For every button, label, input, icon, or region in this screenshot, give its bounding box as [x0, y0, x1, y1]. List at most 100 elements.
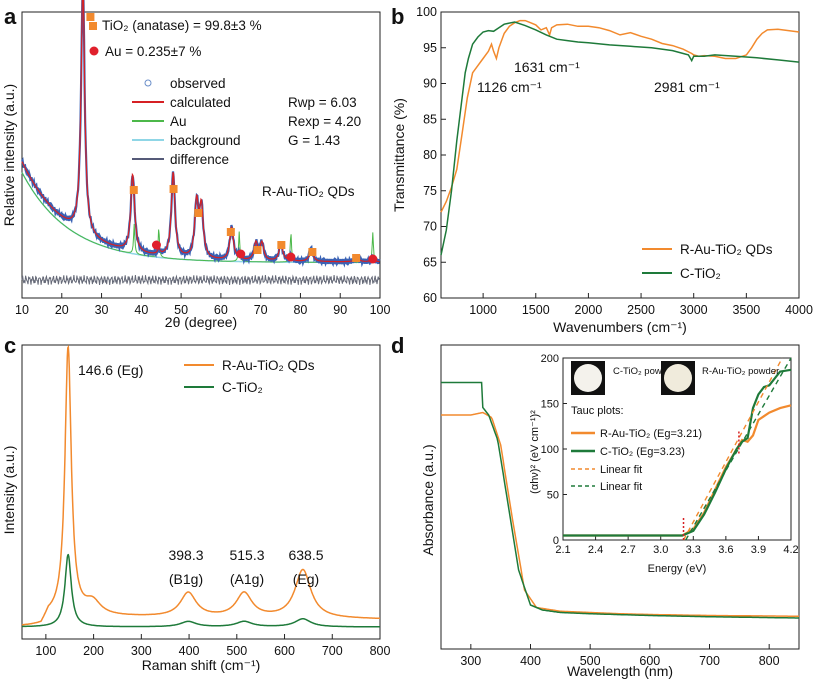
legend-r-au-tio2-c: R-Au-TiO₂ QDs	[222, 358, 315, 373]
xrd-curves	[21, 0, 381, 286]
x-axis-label-c: Raman shift (cm⁻¹)	[142, 657, 261, 673]
powder-r-au-tio2	[664, 364, 692, 392]
legend-difference: difference	[170, 152, 229, 167]
anatase-marker	[194, 209, 203, 217]
x-axis-c-tick-label: 100	[35, 644, 56, 658]
x-axis-b-tick-label: 3000	[680, 303, 708, 317]
x-axis-b-tick-label: 1000	[469, 303, 497, 317]
x-axis-b-tick-label: 1500	[522, 303, 550, 317]
x-axis-d: 300 400 500 600 700 800	[460, 644, 780, 668]
anatase-marker	[308, 248, 317, 256]
peak-mode-638: (Eg)	[293, 571, 319, 587]
x-axis-a-tick-label: 10	[15, 303, 29, 317]
stat-g: G = 1.43	[288, 133, 340, 148]
panel-letter-b: b	[391, 4, 404, 29]
inset-title: Tauc plots:	[571, 405, 624, 417]
x-axis-d-tick-label: 400	[520, 654, 541, 668]
inset-axes: 2.1 2.4 2.7 3.0 3.3 3.6 3.9 4.2 0 50 100 150 200	[541, 353, 799, 556]
sample-label-a: R-Au-TiO₂ QDs	[262, 184, 355, 199]
annotation-1126: 1126 cm⁻¹	[477, 79, 542, 95]
photo-label-c-tio2: C-TiO₂ powder	[613, 366, 675, 377]
x-axis-c: 100 200 300 400 500 600 700 800	[35, 634, 390, 658]
tauc-inset: 2.1 2.4 2.7 3.0 3.3 3.6 3.9 4.2 0 50 100 150 200 Ene…	[529, 353, 799, 575]
x-axis-a-tick-label: 60	[214, 303, 228, 317]
au-marker	[368, 254, 378, 264]
tauc-series-3	[685, 357, 792, 541]
tauc-curves	[563, 357, 792, 541]
annotation-1631: 1631 cm⁻¹	[514, 59, 580, 75]
y-axis-label-d: Absorbance (a.u.)	[420, 444, 436, 555]
inset-legend-c: C-TiO₂ (Eg=3.23)	[600, 446, 685, 458]
ftir-curves	[440, 19, 800, 256]
anatase-marker	[253, 246, 262, 254]
peak-mode-146: (Eg)	[117, 362, 143, 378]
x-axis-c-tick-label: 600	[274, 644, 295, 658]
tauc-series-2	[682, 357, 783, 541]
x-axis-a-tick-label: 90	[333, 303, 347, 317]
anatase-marker	[129, 186, 138, 194]
series-c-tio2-b	[440, 21, 800, 256]
inset-y-tick-label: 200	[541, 353, 559, 365]
y-axis-b-tick-label: 65	[423, 255, 437, 269]
y-axis-b-tick-label: 90	[423, 77, 437, 91]
x-axis-label-d: Wavelength (nm)	[567, 663, 673, 679]
series-r-au-tio2-b	[440, 19, 800, 213]
legend-square-anatase	[89, 22, 97, 30]
x-axis-c-tick-label: 400	[179, 644, 200, 658]
au-marker	[236, 249, 246, 259]
legend-symbol-observed	[144, 79, 152, 87]
panel-a: a 10 20 30 40 50 60 70 80 90 100 2θ (degree) Rela…	[1, 0, 390, 330]
powder-c-tio2	[574, 364, 602, 392]
calculated-curve	[21, 0, 380, 263]
peak-label-146: 146.6 (Eg)	[78, 362, 143, 378]
panel-letter-c: c	[4, 333, 16, 358]
x-axis-c-tick-label: 800	[370, 644, 391, 658]
panel-c: c 100 200 300 400 500 600 700 800 Raman shift (…	[1, 333, 390, 673]
x-axis-d-tick-label: 600	[639, 654, 660, 668]
x-axis-a-tick-label: 30	[95, 303, 109, 317]
phase-tio2-text: TiO₂ (anatase) = 99.8±3 %	[102, 18, 262, 33]
y-axis-label-b: Transmittance (%)	[391, 98, 407, 212]
peak-mode-515: (A1g)	[230, 571, 264, 587]
plot-frame-a	[21, 11, 381, 299]
x-axis-b-tick-label: 3500	[732, 303, 760, 317]
raman-curves	[21, 344, 380, 628]
x-axis-a-tick-label: 40	[134, 303, 148, 317]
y-axis-b-tick-label: 85	[423, 112, 437, 126]
y-axis-label-c: Intensity (a.u.)	[1, 446, 17, 535]
y-axis-b-tick-label: 75	[423, 184, 437, 198]
x-axis-d-tick-label: 700	[699, 654, 720, 668]
inset-x-tick-label: 2.1	[555, 544, 570, 556]
anatase-marker	[86, 13, 95, 21]
y-axis-b-tick-label: 60	[423, 291, 437, 305]
legend-c-tio2-b: C-TiO₂	[680, 266, 721, 281]
inset-x-tick-label: 3.0	[653, 544, 668, 556]
peak-pos-515: 515.3	[229, 547, 264, 563]
x-axis-c-tick-label: 700	[322, 644, 343, 658]
panel-letter-d: d	[391, 333, 404, 358]
anatase-marker	[169, 185, 178, 193]
legend-au: Au	[170, 114, 187, 129]
inset-x-tick-label: 4.2	[783, 544, 798, 556]
x-axis-label-a: 2θ (degree)	[165, 314, 237, 330]
legend-dot-au	[89, 46, 99, 56]
panel-b: b 1000 1500 2000 2500 3000 3500 4000 60 65 70 75 80…	[391, 4, 813, 335]
x-axis-c-tick-label: 500	[226, 644, 247, 658]
x-axis-b-tick-label: 2500	[627, 303, 655, 317]
y-axis-label-a: Relative intensity (a.u.)	[1, 84, 17, 226]
inset-x-tick-label: 3.3	[686, 544, 701, 556]
stat-rexp: Rexp = 4.20	[288, 114, 361, 129]
peak-mode-398: (B1g)	[169, 571, 203, 587]
x-axis-b-tick-label: 2000	[575, 303, 603, 317]
inset-legend-fit-c: Linear fit	[600, 481, 642, 493]
x-axis-a-tick-label: 20	[55, 303, 69, 317]
photo-label-r-au-tio2: R-Au-TiO₂ powder	[702, 366, 779, 377]
series-r-au-tio2-d	[441, 411, 800, 618]
inset-legend-fit-r: Linear fit	[600, 464, 642, 476]
inset-x-tick-label: 2.4	[588, 544, 603, 556]
au-marker	[286, 252, 296, 262]
phase-au-text: Au = 0.235±7 %	[105, 44, 201, 59]
inset-x-label: Energy (eV)	[648, 563, 707, 575]
legend-calculated: calculated	[170, 95, 231, 110]
